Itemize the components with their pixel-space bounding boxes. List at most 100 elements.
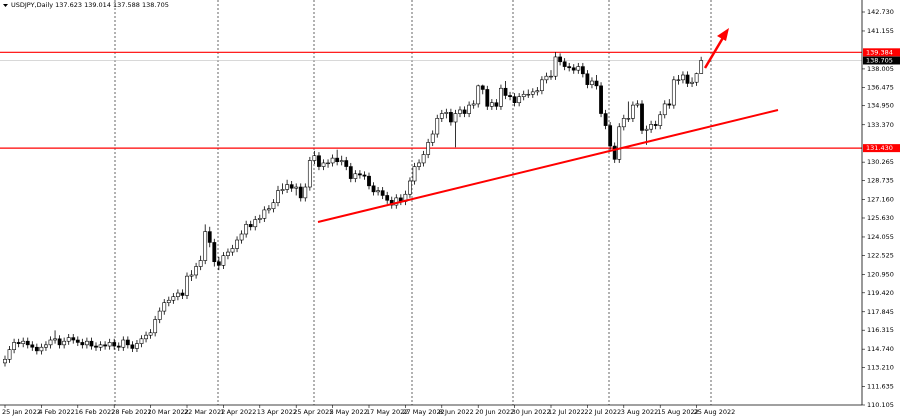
y-tick-label: 116.315 [867, 326, 894, 334]
candle-body [103, 344, 108, 347]
candle-body [608, 125, 613, 147]
x-tick-label: 22 Jul 2022 [584, 408, 621, 416]
candle-body [344, 160, 349, 167]
candle-body [280, 189, 285, 191]
candle-body [166, 299, 171, 303]
candle-body [285, 184, 290, 190]
candle-body [153, 319, 158, 334]
candle-body [412, 166, 417, 182]
candle-body [567, 66, 572, 69]
x-tick-label: 10 Mar 2022 [148, 408, 189, 416]
candle-body [558, 56, 563, 63]
candle-body [508, 95, 512, 97]
candle-body [385, 195, 390, 201]
candle-body [380, 190, 385, 196]
candle-body [62, 340, 67, 346]
candle-body [699, 60, 704, 74]
candle-body [480, 85, 485, 90]
candle-body [444, 112, 449, 114]
candle-body [544, 75, 549, 81]
level-label-box [863, 48, 900, 57]
trend-line [317, 109, 779, 223]
x-tick-label: 30 Jun 2022 [512, 408, 551, 416]
candle-body [3, 358, 7, 364]
plot [0, 51, 862, 367]
candle-body [248, 224, 253, 228]
chart-title: USDJPY,Daily 137.623 139.014 137.588 138… [11, 1, 169, 9]
candle-body [189, 274, 194, 277]
candle-body [521, 93, 526, 97]
candle-body [271, 202, 276, 210]
candle-body [289, 184, 294, 189]
candle-body [694, 73, 699, 83]
candle-body [180, 292, 185, 296]
candle-body [262, 209, 267, 219]
candle-body [198, 260, 203, 267]
candle-body [176, 292, 180, 297]
candle-body [39, 346, 44, 352]
candle-body [476, 85, 481, 105]
candle-body [253, 219, 258, 228]
candle-body [485, 89, 490, 107]
y-tick-label: 128.735 [867, 177, 894, 185]
candle-body [394, 197, 399, 206]
current-price-label: 138.705 [866, 56, 893, 64]
y-tick-label: 113.210 [867, 364, 894, 372]
candle-body [585, 73, 590, 85]
y-tick-label: 120.950 [867, 270, 894, 278]
candle-body [57, 338, 62, 346]
candle-body [48, 339, 53, 346]
x-tick-label: 27 May 2022 [402, 408, 444, 416]
candle-body [71, 337, 76, 341]
x-tick-label: 20 Jun 2022 [475, 408, 514, 416]
candle-body [448, 112, 453, 123]
candle-body [621, 118, 626, 128]
x-tick-label: 17 May 2022 [366, 408, 408, 416]
candle-body [16, 342, 21, 344]
candle-body [317, 155, 321, 167]
y-tick-label: 138.005 [867, 65, 894, 73]
candle-body [667, 103, 672, 106]
y-tick-label: 127.160 [867, 196, 894, 204]
y-tick-label: 134.950 [867, 102, 894, 110]
candle-body [426, 142, 431, 155]
candle-body [353, 173, 358, 179]
candle-body [185, 275, 189, 296]
candle-body [303, 186, 308, 199]
y-tick-label: 133.370 [867, 121, 894, 129]
candle-body [7, 349, 12, 360]
x-tick-label: 8 Jun 2022 [439, 408, 474, 416]
candle-body [549, 75, 553, 78]
candle-body [662, 103, 667, 116]
x-tick-label: 1 Apr 2022 [220, 408, 256, 416]
candle-body [326, 162, 330, 165]
candle-body [626, 118, 631, 120]
candle-body [530, 91, 535, 95]
y-tick-label: 110.105 [867, 401, 894, 409]
candle-body [658, 114, 663, 126]
candle-body [371, 185, 376, 193]
candle-body [494, 102, 499, 107]
candle-body [417, 162, 421, 167]
candle-body [25, 340, 30, 346]
candle-body [430, 133, 435, 143]
candle-body [653, 124, 658, 126]
candle-body [462, 109, 467, 114]
candle-body [467, 104, 472, 114]
candle-body [526, 93, 531, 96]
x-tick-label: 3 Aug 2022 [621, 408, 659, 416]
candle-body [85, 340, 89, 346]
candle-body [107, 342, 112, 347]
candle-body [671, 79, 676, 106]
y-tick-label: 119.420 [867, 289, 894, 297]
candle-body [12, 342, 17, 350]
candle-body [44, 344, 48, 348]
level-label-box [863, 144, 900, 153]
menu-triangle [3, 4, 8, 7]
y-tick-label: 124.055 [867, 233, 894, 241]
candle-body [681, 74, 685, 81]
candle-body [148, 332, 153, 336]
candle-body [244, 224, 249, 235]
candle-body [162, 302, 167, 312]
candle-body [89, 340, 94, 347]
